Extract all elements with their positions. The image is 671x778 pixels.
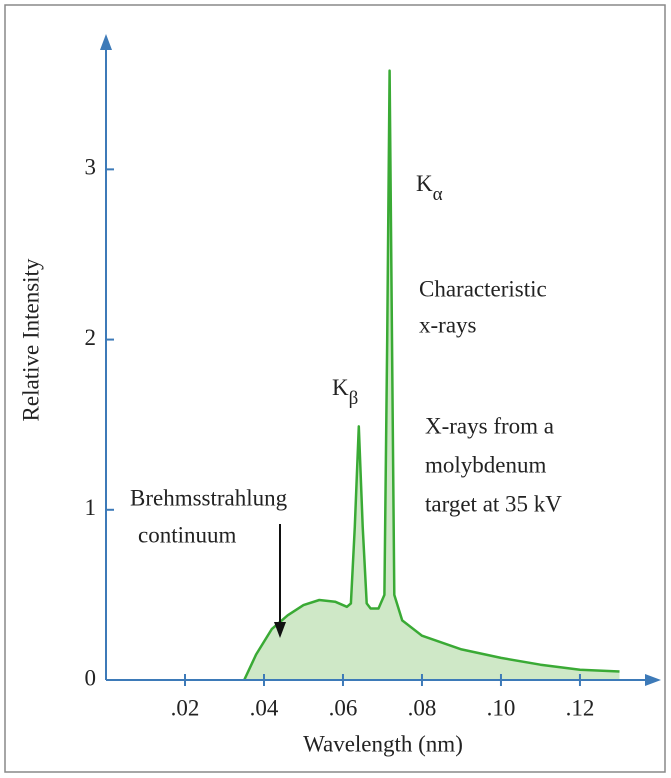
annotation: x-rays (419, 312, 477, 337)
frame (4, 4, 666, 773)
annotation: Characteristic (419, 276, 547, 301)
line (243, 69, 620, 681)
annotation-text: K (416, 171, 433, 196)
x-tick-label: .06 (329, 695, 358, 720)
y-axis-label: Relative Intensity (18, 258, 43, 421)
x-tick-label: .12 (566, 695, 595, 720)
plot: 0 1 2 3 .02 .04 .06 .08 .10 .12 (85, 34, 661, 720)
y-axis-arrow (100, 34, 112, 50)
annotation-sub: β (349, 388, 359, 409)
x-axis-label: Wavelength (nm) (303, 731, 463, 756)
y-tick-label: 2 (85, 325, 97, 350)
y-tick-label: 3 (85, 155, 97, 180)
annotation-arrowhead (274, 622, 286, 638)
x-tick-label: .04 (250, 695, 279, 720)
annotation: molybdenum (425, 452, 546, 477)
annotation: Kβ (332, 375, 358, 409)
annotation-text: K (332, 375, 349, 400)
annotation: Kα (416, 171, 443, 205)
annotation: target at 35 kV (425, 491, 562, 516)
annotation: Brehmsstrahlung (130, 485, 288, 510)
area (244, 70, 620, 681)
annotation: X-rays from a (425, 413, 554, 438)
y-tick-label: 0 (85, 665, 97, 690)
x-tick-label: .02 (171, 695, 200, 720)
y-tick-label: 1 (85, 495, 97, 520)
x-tick-label: .08 (408, 695, 437, 720)
x-tick-label: .10 (487, 695, 516, 720)
x-axis-arrow (645, 674, 661, 686)
annotation-sub: α (433, 184, 443, 205)
annotation: continuum (138, 522, 236, 547)
